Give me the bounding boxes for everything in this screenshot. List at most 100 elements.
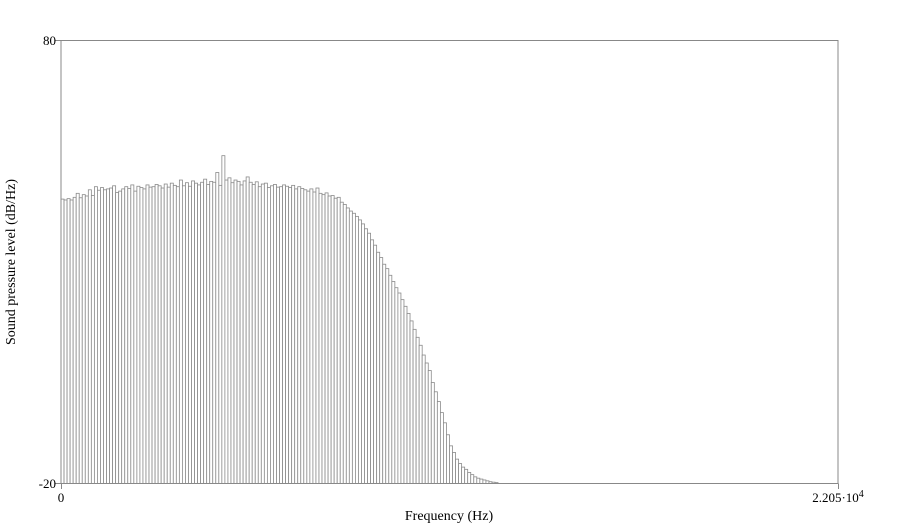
spectrum-bar bbox=[260, 183, 265, 484]
spectrum-bar bbox=[97, 189, 101, 484]
spectrum-bar bbox=[436, 401, 441, 484]
spectrum-bar bbox=[66, 198, 71, 484]
spectrum-bar bbox=[412, 328, 417, 484]
spectrum-bar bbox=[424, 362, 429, 484]
spectrum-bar bbox=[90, 195, 95, 484]
spectrum-bar bbox=[418, 344, 423, 484]
spectrum-bar bbox=[106, 188, 110, 484]
spectrum-bar bbox=[112, 185, 117, 484]
spectrum-bar bbox=[443, 422, 447, 484]
spectrum-bar bbox=[263, 182, 268, 484]
spectrum-bar bbox=[449, 445, 453, 484]
spectrum-bar bbox=[273, 184, 277, 484]
spectrum-bar bbox=[294, 188, 299, 484]
spectrum-bar bbox=[227, 177, 232, 484]
spectrum-bar bbox=[318, 192, 323, 484]
spectrum-bar bbox=[218, 184, 223, 484]
spectrum-bar bbox=[124, 186, 129, 484]
spectrum-bar bbox=[84, 195, 89, 484]
spectrum-bar bbox=[433, 391, 438, 484]
spectrum-bar bbox=[464, 468, 469, 484]
y-tick-label-max: 80 bbox=[43, 33, 56, 48]
spectrum-bar bbox=[87, 189, 92, 484]
spectrum-bar bbox=[345, 207, 350, 484]
spectrum-bar bbox=[282, 184, 286, 484]
spectrum-bar bbox=[118, 190, 123, 484]
spectrum-bar bbox=[242, 180, 247, 484]
spectrum-bar bbox=[291, 184, 296, 484]
spectrum-bar bbox=[461, 466, 466, 484]
spectrum-bar bbox=[221, 155, 226, 484]
spectrum-bar bbox=[139, 187, 144, 484]
spectrum-bar bbox=[288, 187, 293, 484]
spectrum-bar bbox=[455, 458, 459, 484]
spectrum-bar bbox=[446, 434, 450, 484]
spectrum-bar bbox=[266, 187, 271, 484]
spectrum-bar bbox=[388, 274, 393, 484]
y-tick-label-min: -20 bbox=[39, 476, 56, 491]
spectrum-bar bbox=[467, 472, 472, 484]
spectrum-bar bbox=[251, 184, 256, 484]
spectrum-bar bbox=[130, 184, 135, 484]
spectrum-bar bbox=[354, 215, 359, 484]
x-tick-label-max-mantissa: 2.205·10 bbox=[812, 490, 859, 505]
spectrum-bar bbox=[348, 210, 353, 484]
x-tick-label-min: 0 bbox=[58, 490, 65, 505]
spectrum-bar bbox=[248, 181, 253, 484]
spectrum-bar bbox=[78, 197, 83, 484]
spectrum-bar bbox=[148, 186, 153, 484]
spectrum-bar bbox=[351, 212, 356, 484]
spectrum-bar bbox=[109, 187, 113, 484]
spectrum-bar bbox=[200, 181, 205, 484]
y-axis-label: Sound pressure level (dB/Hz) bbox=[4, 179, 19, 345]
spectrum-bar bbox=[394, 287, 399, 484]
spectrum-bar bbox=[103, 189, 107, 484]
spectrum-bar bbox=[212, 181, 217, 484]
spectrum-bar bbox=[439, 412, 444, 484]
spectrum-bar bbox=[257, 186, 262, 484]
spectrum-bar bbox=[194, 182, 198, 484]
spectrum-bar bbox=[315, 187, 320, 484]
spectrum-bar bbox=[473, 476, 478, 484]
spectrum-bar bbox=[245, 176, 250, 484]
spectrum-bar bbox=[279, 186, 283, 484]
spectrum-bar bbox=[75, 192, 80, 484]
spectrum-bar bbox=[370, 239, 375, 484]
spectrum-bar bbox=[172, 184, 177, 484]
spectrum-bar bbox=[470, 474, 475, 484]
spectrum-bar bbox=[160, 187, 165, 484]
plot-frame bbox=[60, 40, 839, 484]
spectrum-bar bbox=[100, 187, 104, 484]
spectrum-bar bbox=[379, 257, 384, 484]
spectrum-bar bbox=[185, 182, 189, 484]
spectrum-bar bbox=[115, 192, 120, 484]
spectrum-bar bbox=[376, 251, 381, 484]
spectrum-bar bbox=[482, 479, 487, 484]
spectrum-bar bbox=[358, 219, 362, 484]
spectrum-bar bbox=[178, 179, 183, 484]
spectrum-bar bbox=[361, 223, 365, 484]
spectrum-bar bbox=[166, 186, 171, 484]
spectrum-bar bbox=[336, 196, 341, 484]
spectrum-bar bbox=[142, 188, 147, 484]
x-tick-label-max-exponent: 4 bbox=[859, 489, 864, 500]
spectrum-bar bbox=[230, 182, 235, 484]
spectrum-bar bbox=[121, 188, 126, 484]
spectrum-bar bbox=[339, 201, 344, 484]
x-axis-label: Frequency (Hz) bbox=[405, 509, 494, 524]
x-tick-label-max: 2.205·104 bbox=[812, 489, 864, 505]
spectrum-bar bbox=[206, 184, 211, 484]
spectrum-bar bbox=[309, 188, 314, 484]
spectrum-bar bbox=[81, 194, 86, 484]
spectrum-bar bbox=[169, 182, 174, 484]
spectrum-bar bbox=[203, 178, 208, 484]
spectrum-bar bbox=[136, 185, 141, 484]
spectrum-bar bbox=[406, 312, 411, 484]
spectrum-bar bbox=[427, 370, 432, 484]
spectrum-bar bbox=[163, 183, 168, 484]
spectrum-bar bbox=[69, 199, 74, 484]
spectrum-bar bbox=[133, 190, 138, 484]
spectrum-bar bbox=[333, 197, 338, 484]
spectrum-bar bbox=[421, 354, 426, 484]
